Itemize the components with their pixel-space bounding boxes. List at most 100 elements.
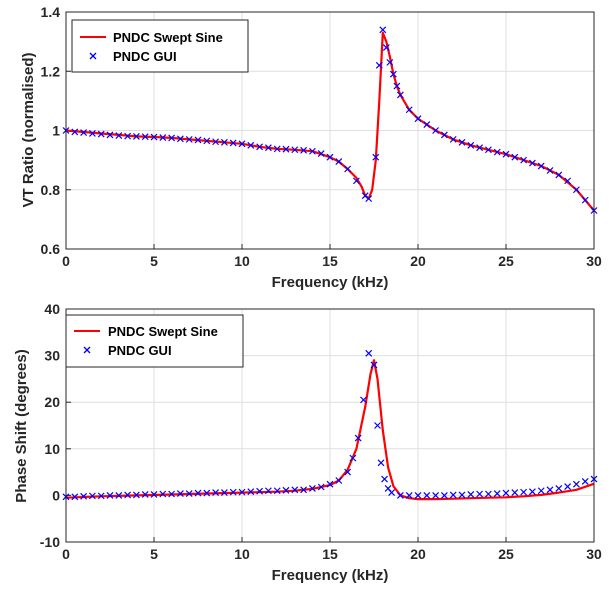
- top-x-axis-label: Frequency (kHz): [272, 274, 389, 291]
- top-gui-point: [502, 150, 510, 158]
- bottom-gui-point-stroke: [388, 489, 396, 497]
- top-gui-point-stroke: [220, 138, 228, 146]
- bottom-gui-point: [106, 491, 114, 499]
- bottom-gui-point: [555, 484, 563, 492]
- bottom-gui-point-stroke: [308, 484, 316, 492]
- top-gui-point: [564, 177, 572, 185]
- bottom-y-tick-labels: -10 0 10 20 30 40: [40, 301, 60, 550]
- top-gui-point: [440, 131, 448, 139]
- bottom-gui-point: [291, 486, 299, 494]
- top-gui-point: [386, 58, 394, 66]
- top-gui-point-stroke: [467, 141, 475, 149]
- bottom-x-tick-labels: 0 5 10 15 20 25 30: [62, 546, 602, 562]
- top-gui-point-stroke: [326, 153, 334, 161]
- top-gui-point: [168, 134, 176, 142]
- bottom-gui-point: [476, 490, 484, 498]
- top-gui-point: [203, 137, 211, 145]
- bottom-x-tick-label: 5: [150, 546, 158, 562]
- bottom-gui-point: [203, 489, 211, 497]
- top-gui-point-stroke: [317, 150, 325, 158]
- top-gui-point: [379, 26, 387, 34]
- bottom-gui-point-stroke: [194, 489, 202, 497]
- top-y-tick-labels: 0.6 0.8 1 1.2 1.4: [41, 4, 61, 257]
- bottom-gui-point-stroke: [381, 475, 388, 483]
- bottom-gui-point: [71, 493, 79, 501]
- top-gui-point-stroke: [229, 139, 237, 147]
- top-series: [62, 26, 598, 214]
- top-x-tick-label: 5: [150, 253, 158, 269]
- bottom-gui-point: [381, 475, 388, 483]
- bottom-gui-point: [572, 480, 580, 488]
- bottom-gui-point: [212, 489, 220, 497]
- top-y-tick-label: 0.6: [41, 241, 61, 257]
- top-gui-point: [493, 148, 501, 156]
- bottom-gui-point-stroke: [150, 491, 158, 498]
- top-y-tick-label: 1.4: [41, 4, 61, 20]
- top-gui-point: [546, 167, 554, 174]
- top-gui-point: [176, 135, 184, 143]
- top-gui-point-stroke: [520, 156, 528, 164]
- bottom-gui-point-stroke: [115, 491, 123, 499]
- bottom-x-tick-label: 25: [498, 546, 514, 562]
- bottom-gui-point-stroke: [384, 484, 392, 492]
- top-gui-point: [247, 141, 255, 149]
- bottom-legend-marker-swatch: [83, 346, 91, 354]
- bottom-gui-point: [405, 491, 413, 499]
- top-gui-point: [484, 146, 492, 154]
- top-gui-point-stroke: [511, 153, 519, 161]
- bottom-gui-point: [365, 349, 373, 357]
- bottom-gui-point-stroke: [476, 490, 484, 498]
- bottom-gui-point-stroke: [414, 491, 422, 499]
- bottom-gui-point-stroke: [326, 480, 334, 488]
- top-x-tick-labels: 0 5 10 15 20 25 30: [62, 253, 602, 269]
- top-gui-point: [365, 195, 373, 203]
- top-gui-point-stroke: [414, 115, 422, 123]
- bottom-gui-point-stroke: [291, 486, 299, 494]
- top-gui-point-stroke: [71, 128, 79, 136]
- bottom-gui-point: [349, 454, 357, 462]
- bottom-gui-point: [326, 480, 334, 488]
- bottom-gui-point-stroke: [432, 491, 440, 499]
- bottom-gui-point-stroke: [502, 489, 510, 497]
- top-gui-point-stroke: [256, 143, 264, 151]
- bottom-gui-point-stroke: [555, 484, 563, 492]
- top-gui-point-stroke: [440, 131, 448, 139]
- top-gui-point: [396, 91, 404, 99]
- top-gui-point: [326, 153, 334, 161]
- bottom-y-tick-label: -10: [40, 534, 60, 550]
- top-gui-point-stroke: [458, 138, 466, 146]
- bottom-gui-point: [273, 487, 281, 495]
- bottom-gui-point-stroke: [212, 489, 220, 497]
- top-legend-marker-swatch: [89, 52, 97, 60]
- top-x-tick-label: 30: [586, 253, 602, 269]
- bottom-gui-point: [484, 490, 492, 498]
- top-gui-point-stroke: [502, 150, 510, 158]
- top-gui-point: [375, 61, 383, 69]
- top-gui-point-stroke: [176, 135, 184, 143]
- bottom-gui-point-stroke: [335, 477, 343, 484]
- top-x-tick-label: 25: [498, 253, 514, 269]
- top-gui-point: [300, 146, 308, 154]
- bottom-gui-point: [423, 491, 431, 499]
- top-gui-point-stroke: [291, 146, 299, 154]
- bottom-gui-point: [194, 489, 202, 497]
- top-gui-point-stroke: [389, 70, 397, 78]
- top-gui-point-stroke: [546, 167, 554, 174]
- top-legend: PNDC Swept Sine PNDC GUI: [71, 19, 249, 73]
- top-gui-point: [308, 147, 316, 155]
- bottom-gui-point: [520, 488, 528, 496]
- bottom-gui-point-stroke: [124, 491, 132, 499]
- top-legend-label-swept-sine: PNDC Swept Sine: [113, 30, 223, 45]
- top-gui-point-stroke: [124, 132, 132, 140]
- bottom-gui-point: [238, 488, 246, 496]
- bottom-y-tick-label: 20: [44, 394, 60, 410]
- bottom-x-axis-label: Frequency (kHz): [272, 567, 389, 584]
- top-gui-point: [194, 136, 202, 144]
- top-x-tick-label: 15: [322, 253, 338, 269]
- bottom-y-tick-label: 10: [44, 441, 60, 457]
- bottom-gui-point: [458, 491, 466, 499]
- top-gui-point-stroke: [528, 159, 536, 167]
- top-gui-point: [220, 138, 228, 146]
- top-gui-point: [382, 44, 390, 51]
